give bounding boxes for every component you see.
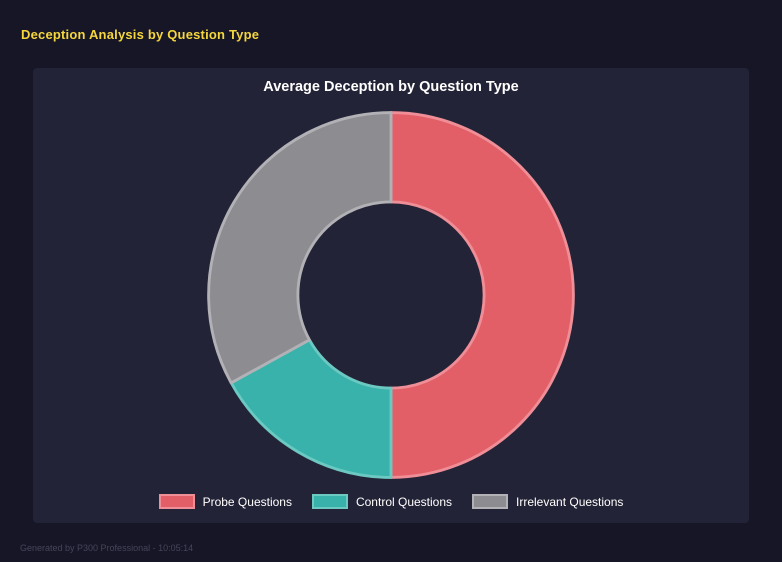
chart-title: Average Deception by Question Type [263,79,519,95]
legend-swatch [311,494,348,509]
chart-legend: Probe Questions Control Questions Irreleva… [158,494,623,509]
legend-label: Irrelevant Questions [516,494,624,509]
legend-swatch [158,494,195,509]
donut-segment[interactable] [389,110,575,479]
page-title: Deception Analysis by Question Type [21,27,260,42]
legend-item[interactable]: Control Questions [311,494,453,509]
footer-status: Generated by P300 Professional - 10:05:1… [20,543,194,553]
legend-swatch [472,494,509,509]
donut-segment[interactable] [207,110,393,384]
donut-segment[interactable] [229,337,393,479]
chart-panel: Average Deception by Question Type Probe… [33,68,749,523]
donut-chart-area [33,95,749,494]
legend-item[interactable]: Probe Questions [158,494,292,509]
legend-label: Control Questions [355,494,453,509]
legend-label: Probe Questions [202,494,292,509]
legend-item[interactable]: Irrelevant Questions [472,494,623,509]
donut-chart[interactable] [201,105,581,485]
